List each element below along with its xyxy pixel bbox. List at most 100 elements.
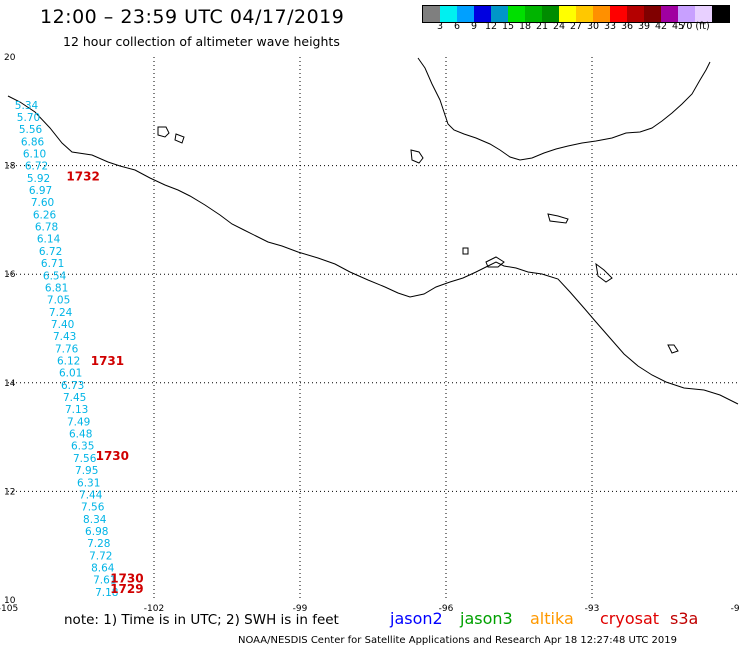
- wave-height-value: 7.18: [95, 587, 118, 599]
- wave-height-value: 7.72: [89, 550, 112, 562]
- longitude-label: -102: [144, 604, 164, 614]
- color-swatch: [593, 6, 610, 22]
- mission-label-jason2: jason2: [390, 609, 443, 628]
- longitude-label: -96: [439, 604, 454, 614]
- color-swatch: [559, 6, 576, 22]
- lake-island-6: [595, 262, 613, 283]
- wave-height-value: 7.40: [51, 319, 74, 331]
- mission-label-cryosat: cryosat: [600, 609, 660, 628]
- color-swatch: [423, 6, 440, 22]
- wave-height-value: 6.71: [41, 258, 64, 270]
- longitude-label: -99: [293, 604, 308, 614]
- longitude-label: -93: [585, 604, 600, 614]
- latitude-label: 20: [4, 53, 16, 63]
- color-scale-label: 6: [453, 21, 461, 32]
- lake-island-5: [485, 256, 505, 268]
- color-swatch: [508, 6, 525, 22]
- color-swatch: [457, 6, 474, 22]
- color-swatch: [491, 6, 508, 22]
- color-scale-label: 3: [436, 21, 444, 32]
- color-swatch: [661, 6, 678, 22]
- wave-height-value: 5.56: [19, 124, 43, 136]
- longitude-label: -105: [0, 604, 18, 614]
- wave-height-value: 6.86: [21, 136, 45, 148]
- lake-island-8: [667, 344, 679, 354]
- altimeter-track: 5.345.705.566.866.106.725.926.977.606.26…: [15, 100, 119, 599]
- wave-height-value: 6.26: [33, 209, 57, 221]
- wave-height-value: 5.70: [17, 112, 40, 124]
- wave-height-value: 5.34: [15, 100, 39, 112]
- lake-island-7: [462, 247, 469, 255]
- wave-height-value: 8.34: [83, 514, 107, 526]
- wave-height-value: 6.73: [61, 380, 84, 392]
- color-swatch: [440, 6, 457, 22]
- latitude-label: 16: [4, 270, 16, 280]
- wave-height-value: 7.76: [55, 343, 79, 355]
- color-swatch: [525, 6, 542, 22]
- map-subtitle: 12 hour collection of altimeter wave hei…: [63, 34, 340, 49]
- lat-lon-grid: -105 -102 -99 -96 -93 -90 20 18 16 14 12 10: [0, 53, 740, 614]
- mission-label-s3a: s3a: [670, 609, 699, 628]
- latitude-label: 14: [4, 379, 16, 389]
- wave-height-value: 7.60: [31, 197, 54, 209]
- wave-height-value: 6.01: [59, 368, 82, 380]
- color-swatch: [627, 6, 644, 22]
- color-scale-label: 15: [501, 21, 515, 32]
- latitude-label: 18: [4, 162, 16, 172]
- wave-height-value: 6.54: [43, 270, 67, 282]
- wave-height-value: 7.95: [75, 465, 98, 477]
- color-scale-label: 21: [535, 21, 549, 32]
- wave-height-value: 7.43: [53, 331, 76, 343]
- color-scale-label: 39: [637, 21, 651, 32]
- color-scale-label: 42: [654, 21, 668, 32]
- wave-height-value: 7.49: [67, 416, 90, 428]
- wave-height-value: 7.44: [79, 489, 103, 501]
- color-scale-label: 36: [620, 21, 634, 32]
- color-scale-label: 45: [671, 21, 685, 32]
- color-scale-label: 12: [484, 21, 498, 32]
- wave-height-value: 7.61: [93, 575, 116, 587]
- latitude-label: 12: [4, 487, 15, 497]
- wave-height-value: 7.05: [47, 295, 70, 307]
- color-swatch: [644, 6, 661, 22]
- lake-island-2: [174, 133, 185, 144]
- wave-height-value: 5.92: [27, 173, 50, 185]
- pass-time-label: 1730: [110, 571, 143, 585]
- color-swatch: [474, 6, 491, 22]
- mission-label-jason3: jason3: [460, 609, 513, 628]
- color-scale-label: 18: [518, 21, 532, 32]
- wave-height-value: 6.78: [35, 222, 58, 234]
- wave-height-value: 7.28: [87, 538, 110, 550]
- mission-label-altika: altika: [530, 609, 574, 628]
- wave-height-value: 6.72: [25, 161, 48, 173]
- wave-height-value: 6.97: [29, 185, 52, 197]
- wave-height-value: 8.64: [91, 563, 115, 575]
- lake-island-1: [157, 126, 170, 138]
- wave-height-color-scale: [422, 5, 730, 23]
- color-scale-label: 70 (ft): [680, 21, 710, 32]
- wave-height-value: 7.45: [63, 392, 86, 404]
- wave-height-value: 6.81: [45, 282, 68, 294]
- color-scale-label: 27: [569, 21, 583, 32]
- color-swatch: [678, 6, 695, 22]
- map-title: 12:00 – 23:59 UTC 04/17/2019: [40, 6, 345, 28]
- wave-height-value: 6.72: [39, 246, 62, 258]
- coastline: [7, 57, 739, 405]
- pass-time-label: 1729: [110, 582, 143, 596]
- lake-island-4: [547, 213, 569, 224]
- wave-height-value: 6.31: [77, 477, 100, 489]
- wave-height-value: 6.35: [71, 441, 94, 453]
- note-text: note: 1) Time is in UTC; 2) SWH is in fe…: [64, 612, 339, 628]
- latitude-label: 10: [4, 596, 16, 606]
- color-swatch: [695, 6, 712, 22]
- wave-height-value: 6.10: [23, 148, 46, 160]
- color-scale-label: 24: [552, 21, 566, 32]
- color-scale-label: 33: [603, 21, 617, 32]
- wave-height-value: 7.56: [81, 502, 105, 514]
- wave-height-value: 7.24: [49, 307, 73, 319]
- pass-time-label: 1731: [91, 354, 124, 368]
- color-swatch: [576, 6, 593, 22]
- credit-line: NOAA/NESDIS Center for Satellite Applica…: [238, 635, 677, 646]
